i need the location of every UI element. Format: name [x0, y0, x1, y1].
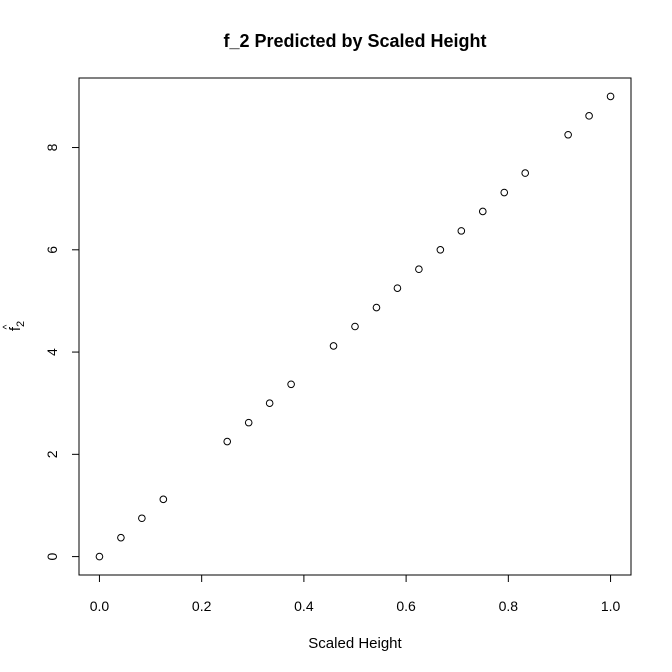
chart-title: f_2 Predicted by Scaled Height	[223, 31, 486, 51]
data-point	[329, 342, 338, 350]
x-tick-label: 0.0	[90, 598, 110, 614]
data-point	[436, 246, 445, 254]
x-tick-label: 1.0	[601, 598, 621, 614]
data-point	[351, 322, 359, 331]
data-point	[606, 92, 615, 101]
data-point	[521, 169, 530, 177]
data-point	[457, 227, 466, 235]
y-tick-label: 6	[44, 246, 60, 254]
data-point	[265, 399, 274, 407]
y-tick-label: 0	[44, 552, 60, 560]
data-point	[244, 418, 253, 427]
data-point	[564, 130, 572, 139]
data-point	[117, 533, 125, 542]
data-point	[287, 380, 295, 389]
data-point	[372, 303, 381, 312]
x-tick-label: 0.6	[396, 598, 416, 614]
y-tick-label: 2	[44, 450, 60, 458]
y-axis: 0 2 4 6 8	[44, 143, 80, 560]
x-tick-label: 0.2	[192, 598, 212, 614]
data-point	[415, 265, 423, 274]
y-tick-label: 8	[44, 143, 60, 151]
x-axis-label: Scaled Height	[308, 635, 402, 652]
data-point	[138, 514, 146, 523]
x-axis: 0.0 0.2 0.4 0.6 0.8 1.0	[90, 574, 621, 614]
y-axis-label-hat: ^	[2, 324, 13, 329]
data-point	[95, 552, 104, 561]
x-tick-label: 0.4	[294, 598, 314, 614]
y-axis-label: f2 ^	[2, 321, 27, 331]
data-point	[393, 284, 402, 292]
svg-text:f2: f2	[7, 321, 27, 331]
plot-frame	[78, 77, 632, 576]
data-point	[159, 495, 168, 504]
data-point	[223, 437, 232, 446]
y-tick-label: 4	[44, 348, 60, 356]
data-point	[478, 207, 487, 216]
data-points	[95, 92, 615, 561]
x-tick-label: 0.8	[499, 598, 519, 614]
y-axis-label-subscript: 2	[15, 321, 27, 327]
data-point	[585, 112, 593, 120]
data-point	[500, 188, 509, 197]
y-axis-label-base: f	[7, 326, 24, 331]
